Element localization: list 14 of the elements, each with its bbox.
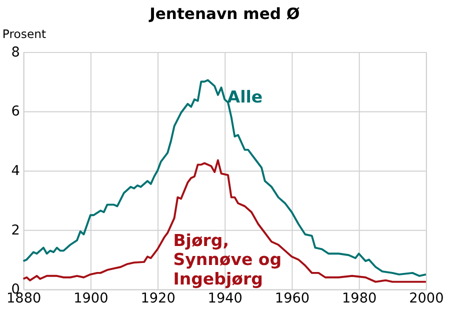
y-tick-label: 4 <box>11 162 20 179</box>
y-tick-label: 6 <box>11 104 20 120</box>
x-tick-label: 1960 <box>274 290 310 306</box>
x-tick-label: 1920 <box>140 290 176 306</box>
x-tick-label: 1940 <box>208 290 242 306</box>
series-label: Bjørg, Synnøve og Ingebjørg <box>173 230 282 289</box>
series-label: Alle <box>227 88 263 107</box>
y-tick-label: 2 <box>11 222 20 238</box>
x-tick-label: 1980 <box>342 290 377 306</box>
x-tick-label: 2000 <box>409 290 444 306</box>
y-axis-title: Prosent <box>2 26 47 41</box>
chart-title: Jentenavn med Ø <box>148 4 300 23</box>
x-tick-label: 1900 <box>74 290 108 306</box>
y-tick-label: 8 <box>11 44 20 60</box>
